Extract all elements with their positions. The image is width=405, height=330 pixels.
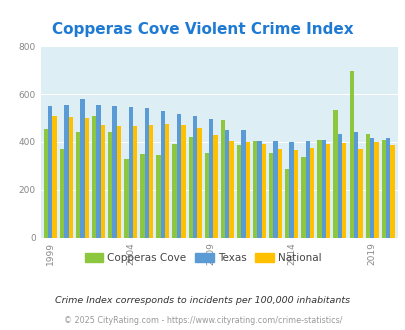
Bar [261, 144, 265, 238]
Bar [309, 148, 313, 238]
Bar [209, 119, 213, 238]
Bar [140, 154, 144, 238]
Bar [293, 150, 297, 238]
Bar [224, 130, 229, 238]
Bar [390, 146, 394, 238]
Bar [165, 124, 169, 238]
Bar [385, 138, 390, 238]
Bar [369, 138, 373, 238]
Bar [273, 141, 277, 238]
Bar [373, 142, 378, 238]
Bar [177, 115, 181, 238]
Legend: Copperas Cove, Texas, National: Copperas Cove, Texas, National [80, 248, 325, 267]
Bar [305, 141, 309, 238]
Bar [44, 129, 48, 238]
Bar [353, 132, 357, 238]
Bar [289, 142, 293, 238]
Bar [124, 159, 128, 238]
Bar [317, 140, 321, 238]
Text: Copperas Cove Violent Crime Index: Copperas Cove Violent Crime Index [52, 22, 353, 37]
Bar [128, 107, 132, 238]
Bar [68, 117, 72, 238]
Bar [229, 141, 233, 238]
Bar [381, 140, 385, 238]
Bar [204, 153, 209, 238]
Bar [60, 149, 64, 238]
Bar [84, 118, 89, 238]
Bar [96, 105, 100, 238]
Bar [321, 140, 325, 238]
Bar [325, 144, 330, 238]
Bar [333, 110, 337, 238]
Bar [269, 153, 273, 238]
Text: © 2025 CityRating.com - https://www.cityrating.com/crime-statistics/: © 2025 CityRating.com - https://www.city… [64, 315, 341, 325]
Text: Crime Index corresponds to incidents per 100,000 inhabitants: Crime Index corresponds to incidents per… [55, 296, 350, 305]
Bar [112, 106, 117, 238]
Bar [64, 105, 68, 238]
Bar [245, 142, 249, 238]
Bar [76, 132, 80, 238]
Bar [100, 125, 105, 238]
Bar [236, 146, 241, 238]
Bar [132, 126, 137, 238]
Bar [284, 169, 289, 238]
Bar [52, 115, 57, 238]
Bar [213, 135, 217, 238]
Bar [172, 144, 177, 238]
Bar [156, 155, 160, 238]
Bar [357, 149, 362, 238]
Bar [277, 149, 281, 238]
Bar [188, 137, 192, 238]
Bar [92, 115, 96, 238]
Bar [241, 130, 245, 238]
Bar [341, 143, 345, 238]
Bar [80, 99, 84, 238]
Bar [252, 141, 257, 238]
Bar [192, 115, 197, 238]
Bar [337, 134, 341, 238]
Bar [149, 125, 153, 238]
Bar [220, 120, 224, 238]
Bar [365, 134, 369, 238]
Bar [257, 141, 261, 238]
Bar [197, 127, 201, 238]
Bar [301, 157, 305, 238]
Bar [48, 106, 52, 238]
Bar [349, 71, 353, 238]
Bar [160, 111, 165, 238]
Bar [117, 126, 121, 238]
Bar [144, 108, 149, 238]
Bar [108, 132, 112, 238]
Bar [181, 125, 185, 238]
